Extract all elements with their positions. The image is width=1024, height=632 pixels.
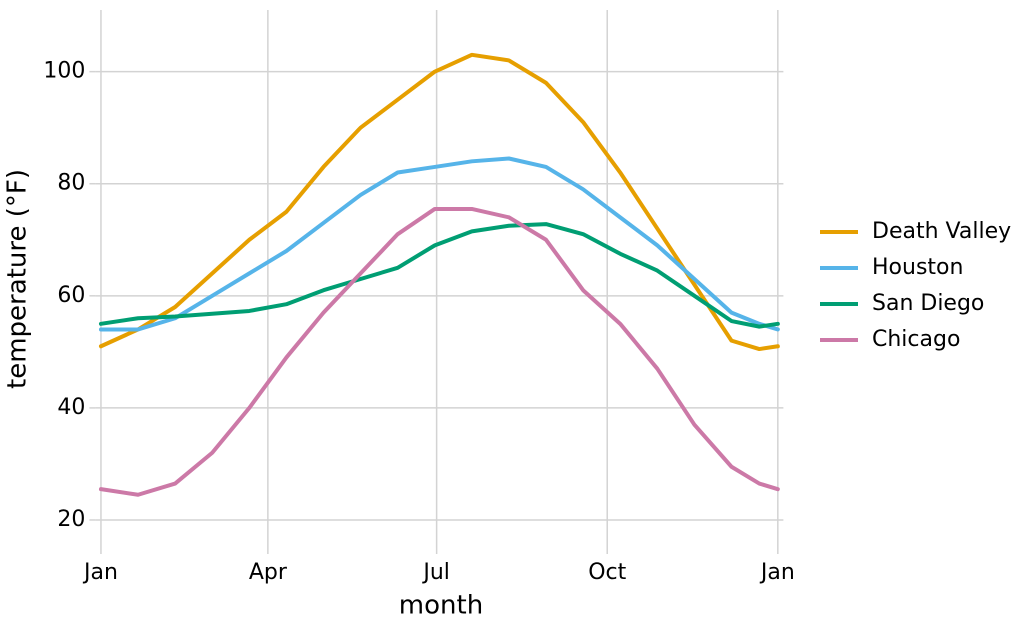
y-tick-label: 60 — [57, 283, 85, 308]
series-line — [98, 222, 780, 329]
x-tick-label: Jan — [759, 560, 795, 585]
y-tick-label: 100 — [43, 59, 85, 84]
x-axis-title: month — [399, 591, 483, 621]
legend-label: Chicago — [872, 327, 960, 352]
legend-label: San Diego — [872, 291, 984, 316]
series-line — [98, 206, 780, 497]
y-axis-title: temperature (°F) — [3, 169, 33, 389]
x-tick-label: Jan — [82, 560, 118, 585]
series-line — [98, 52, 780, 352]
y-tick-label: 20 — [57, 507, 85, 532]
y-tick-label: 80 — [57, 171, 85, 196]
legend-label: Death Valley — [872, 219, 1011, 244]
x-tick-label: Apr — [249, 560, 288, 585]
x-tick-label: Jul — [421, 560, 450, 585]
legend-label: Houston — [872, 255, 963, 280]
y-tick-label: 40 — [57, 395, 85, 420]
series-line — [98, 156, 780, 332]
x-tick-label: Oct — [588, 560, 626, 585]
